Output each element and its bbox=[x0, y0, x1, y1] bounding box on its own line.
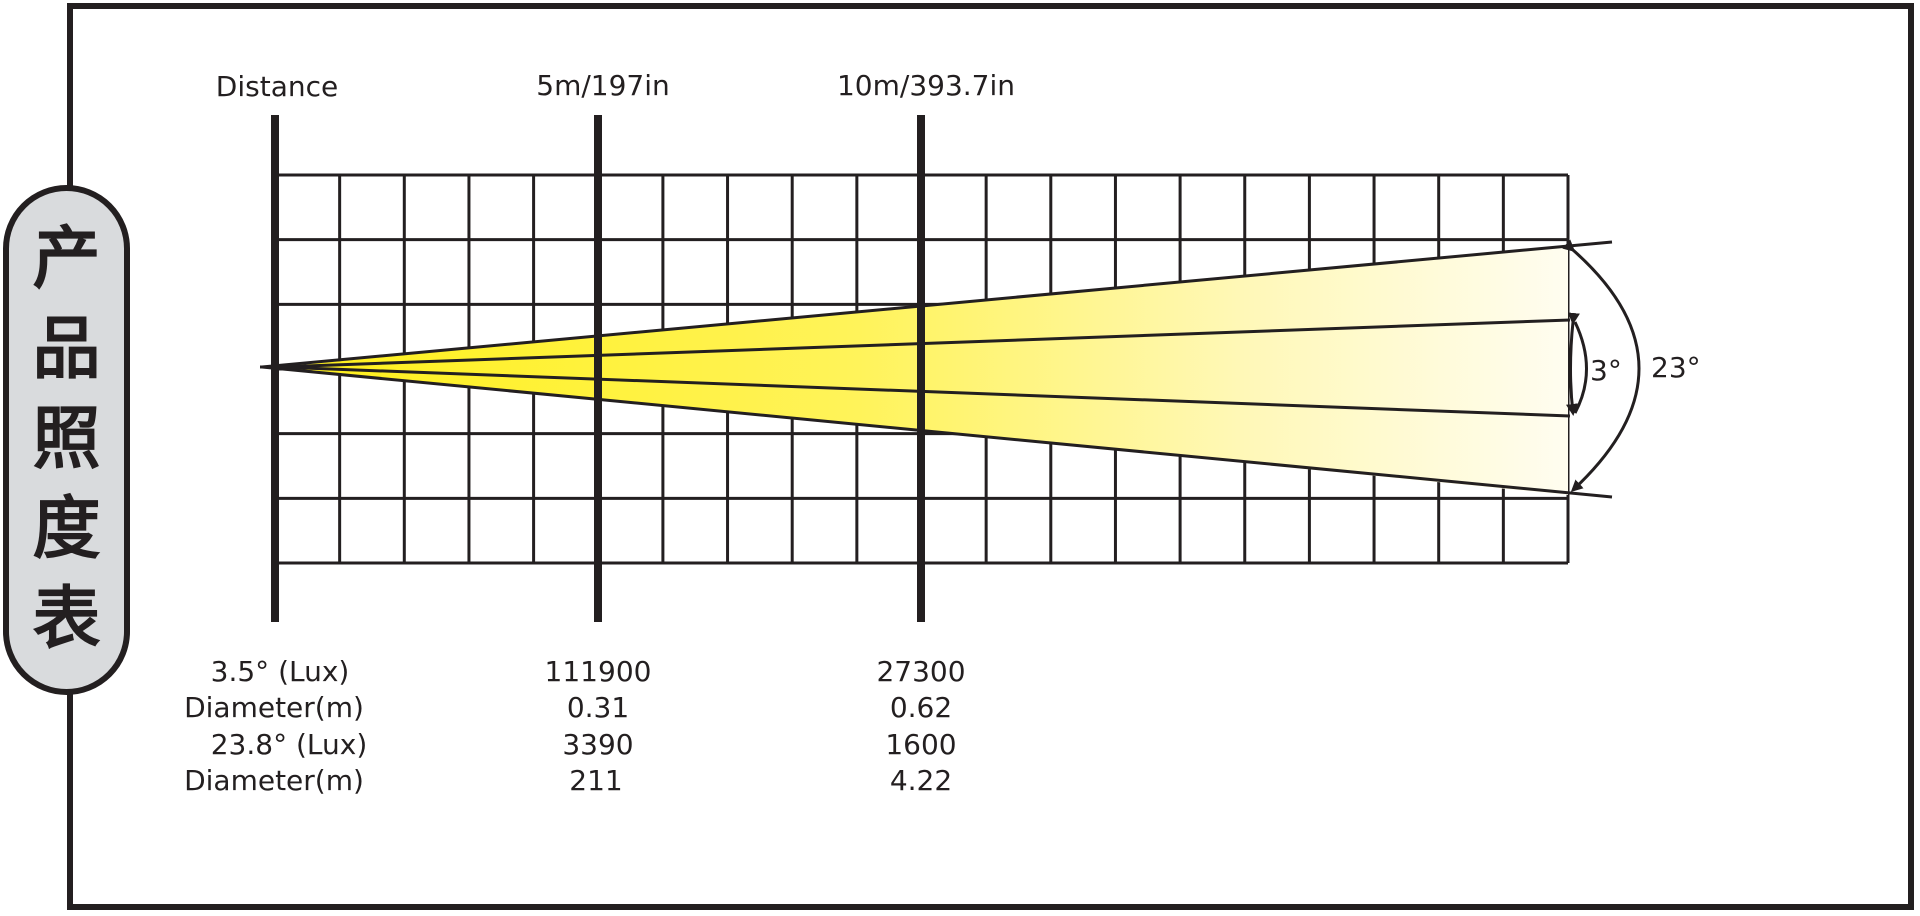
side-title-char: 度 bbox=[32, 490, 101, 569]
angle-arc-outer bbox=[1562, 239, 1641, 493]
side-title-tab: 产 品 照 度 表 bbox=[3, 185, 130, 695]
side-title-char: 产 bbox=[32, 220, 101, 299]
row-label-beam-lux: 3.5° (Lux) bbox=[210, 655, 350, 688]
angle-label-outer: 23° bbox=[1651, 351, 1701, 384]
angle-arc-inner bbox=[1566, 312, 1580, 416]
row-label-beam-diameter: Diameter(m) bbox=[184, 691, 364, 724]
value-10m-wide-lux: 1600 bbox=[885, 728, 957, 761]
distance-10m-label: 10m/393.7in bbox=[836, 69, 1016, 102]
value-5m-wide-lux: 3390 bbox=[562, 728, 634, 761]
distance-markers bbox=[271, 115, 925, 622]
value-5m-beam-lux: 111900 bbox=[544, 655, 652, 688]
row-label-wide-diameter: Diameter(m) bbox=[184, 764, 364, 797]
value-10m-beam-lux: 27300 bbox=[876, 655, 966, 688]
side-title-char: 照 bbox=[32, 400, 101, 479]
side-title-char: 表 bbox=[32, 580, 101, 659]
distance-5m-label: 5m/197in bbox=[536, 69, 670, 102]
value-5m-wide-diameter: 211 bbox=[569, 764, 623, 797]
side-title-char: 品 bbox=[32, 310, 101, 389]
row-label-wide-lux: 23.8° (Lux) bbox=[210, 728, 368, 761]
angle-label-inner: 3° bbox=[1590, 354, 1622, 387]
value-10m-beam-diameter: 0.62 bbox=[889, 691, 953, 724]
value-5m-beam-diameter: 0.31 bbox=[566, 691, 630, 724]
distance-label: Distance bbox=[215, 70, 339, 103]
value-10m-wide-diameter: 4.22 bbox=[889, 764, 953, 797]
